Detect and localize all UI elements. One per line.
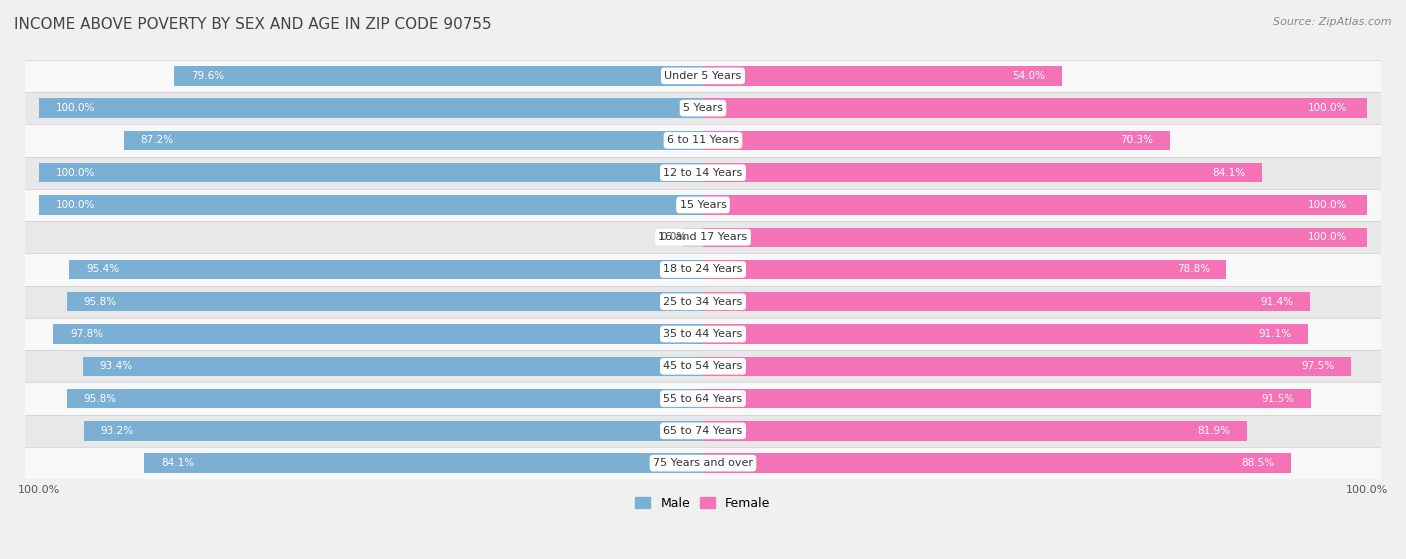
Bar: [703, 292, 1310, 311]
Bar: [703, 253, 1381, 286]
Text: 100.0%: 100.0%: [1308, 103, 1347, 113]
Text: 54.0%: 54.0%: [1012, 71, 1045, 81]
Bar: [703, 389, 1310, 408]
Bar: [703, 357, 1351, 376]
Bar: [703, 286, 1381, 318]
Text: 5 Years: 5 Years: [683, 103, 723, 113]
Bar: [145, 453, 703, 473]
Bar: [703, 195, 1367, 215]
Text: 97.8%: 97.8%: [70, 329, 103, 339]
Bar: [39, 163, 703, 182]
Text: 75 Years and over: 75 Years and over: [652, 458, 754, 468]
Bar: [703, 453, 1291, 473]
Text: 16 and 17 Years: 16 and 17 Years: [658, 232, 748, 242]
Text: 97.5%: 97.5%: [1301, 361, 1334, 371]
Bar: [25, 415, 703, 447]
Text: 100.0%: 100.0%: [1308, 200, 1347, 210]
Text: 45 to 54 Years: 45 to 54 Years: [664, 361, 742, 371]
Text: 84.1%: 84.1%: [1212, 168, 1246, 178]
Bar: [25, 350, 703, 382]
Text: 91.4%: 91.4%: [1260, 297, 1294, 307]
Bar: [25, 447, 703, 479]
Bar: [174, 66, 703, 86]
Text: 65 to 74 Years: 65 to 74 Years: [664, 426, 742, 436]
Text: Source: ZipAtlas.com: Source: ZipAtlas.com: [1274, 17, 1392, 27]
Text: 15 Years: 15 Years: [679, 200, 727, 210]
Bar: [703, 382, 1381, 415]
Bar: [25, 60, 703, 92]
Text: 100.0%: 100.0%: [55, 168, 94, 178]
Text: 100.0%: 100.0%: [55, 103, 94, 113]
Text: 81.9%: 81.9%: [1198, 426, 1230, 436]
Bar: [25, 221, 703, 253]
Text: 35 to 44 Years: 35 to 44 Years: [664, 329, 742, 339]
Bar: [703, 92, 1381, 124]
Bar: [25, 382, 703, 415]
Bar: [703, 260, 1226, 279]
Text: 93.2%: 93.2%: [100, 426, 134, 436]
Bar: [39, 98, 703, 118]
Bar: [703, 66, 1062, 86]
Bar: [703, 131, 1170, 150]
Bar: [703, 60, 1381, 92]
Bar: [25, 157, 703, 189]
Bar: [703, 415, 1381, 447]
Bar: [703, 163, 1261, 182]
Bar: [84, 421, 703, 440]
Bar: [25, 124, 703, 157]
Text: 55 to 64 Years: 55 to 64 Years: [664, 394, 742, 404]
Bar: [703, 157, 1381, 189]
Bar: [124, 131, 703, 150]
Bar: [25, 318, 703, 350]
Bar: [25, 189, 703, 221]
Bar: [703, 124, 1381, 157]
Text: 18 to 24 Years: 18 to 24 Years: [664, 264, 742, 274]
Bar: [703, 228, 1367, 247]
Text: INCOME ABOVE POVERTY BY SEX AND AGE IN ZIP CODE 90755: INCOME ABOVE POVERTY BY SEX AND AGE IN Z…: [14, 17, 492, 32]
Text: 91.1%: 91.1%: [1258, 329, 1292, 339]
Bar: [25, 92, 703, 124]
Text: 79.6%: 79.6%: [191, 71, 224, 81]
Bar: [703, 447, 1381, 479]
Text: 95.8%: 95.8%: [83, 297, 117, 307]
Text: 87.2%: 87.2%: [141, 135, 173, 145]
Bar: [703, 324, 1308, 344]
Bar: [83, 357, 703, 376]
Bar: [66, 389, 703, 408]
Bar: [39, 195, 703, 215]
Text: 84.1%: 84.1%: [160, 458, 194, 468]
Bar: [703, 221, 1381, 253]
Text: Under 5 Years: Under 5 Years: [665, 71, 741, 81]
Bar: [25, 286, 703, 318]
Text: 6 to 11 Years: 6 to 11 Years: [666, 135, 740, 145]
Text: 93.4%: 93.4%: [100, 361, 132, 371]
Bar: [69, 260, 703, 279]
Text: 100.0%: 100.0%: [1308, 232, 1347, 242]
Text: 12 to 14 Years: 12 to 14 Years: [664, 168, 742, 178]
Bar: [683, 228, 703, 247]
Bar: [703, 421, 1247, 440]
Bar: [703, 350, 1381, 382]
Text: 70.3%: 70.3%: [1121, 135, 1153, 145]
Bar: [25, 253, 703, 286]
Bar: [66, 292, 703, 311]
Text: 25 to 34 Years: 25 to 34 Years: [664, 297, 742, 307]
Text: 78.8%: 78.8%: [1177, 264, 1209, 274]
Text: 95.4%: 95.4%: [86, 264, 120, 274]
Text: 91.5%: 91.5%: [1261, 394, 1294, 404]
Legend: Male, Female: Male, Female: [630, 492, 776, 515]
Text: 95.8%: 95.8%: [83, 394, 117, 404]
Text: 100.0%: 100.0%: [55, 200, 94, 210]
Bar: [703, 98, 1367, 118]
Text: 88.5%: 88.5%: [1241, 458, 1274, 468]
Bar: [703, 189, 1381, 221]
Bar: [703, 318, 1381, 350]
Bar: [53, 324, 703, 344]
Text: 0.0%: 0.0%: [661, 232, 686, 242]
